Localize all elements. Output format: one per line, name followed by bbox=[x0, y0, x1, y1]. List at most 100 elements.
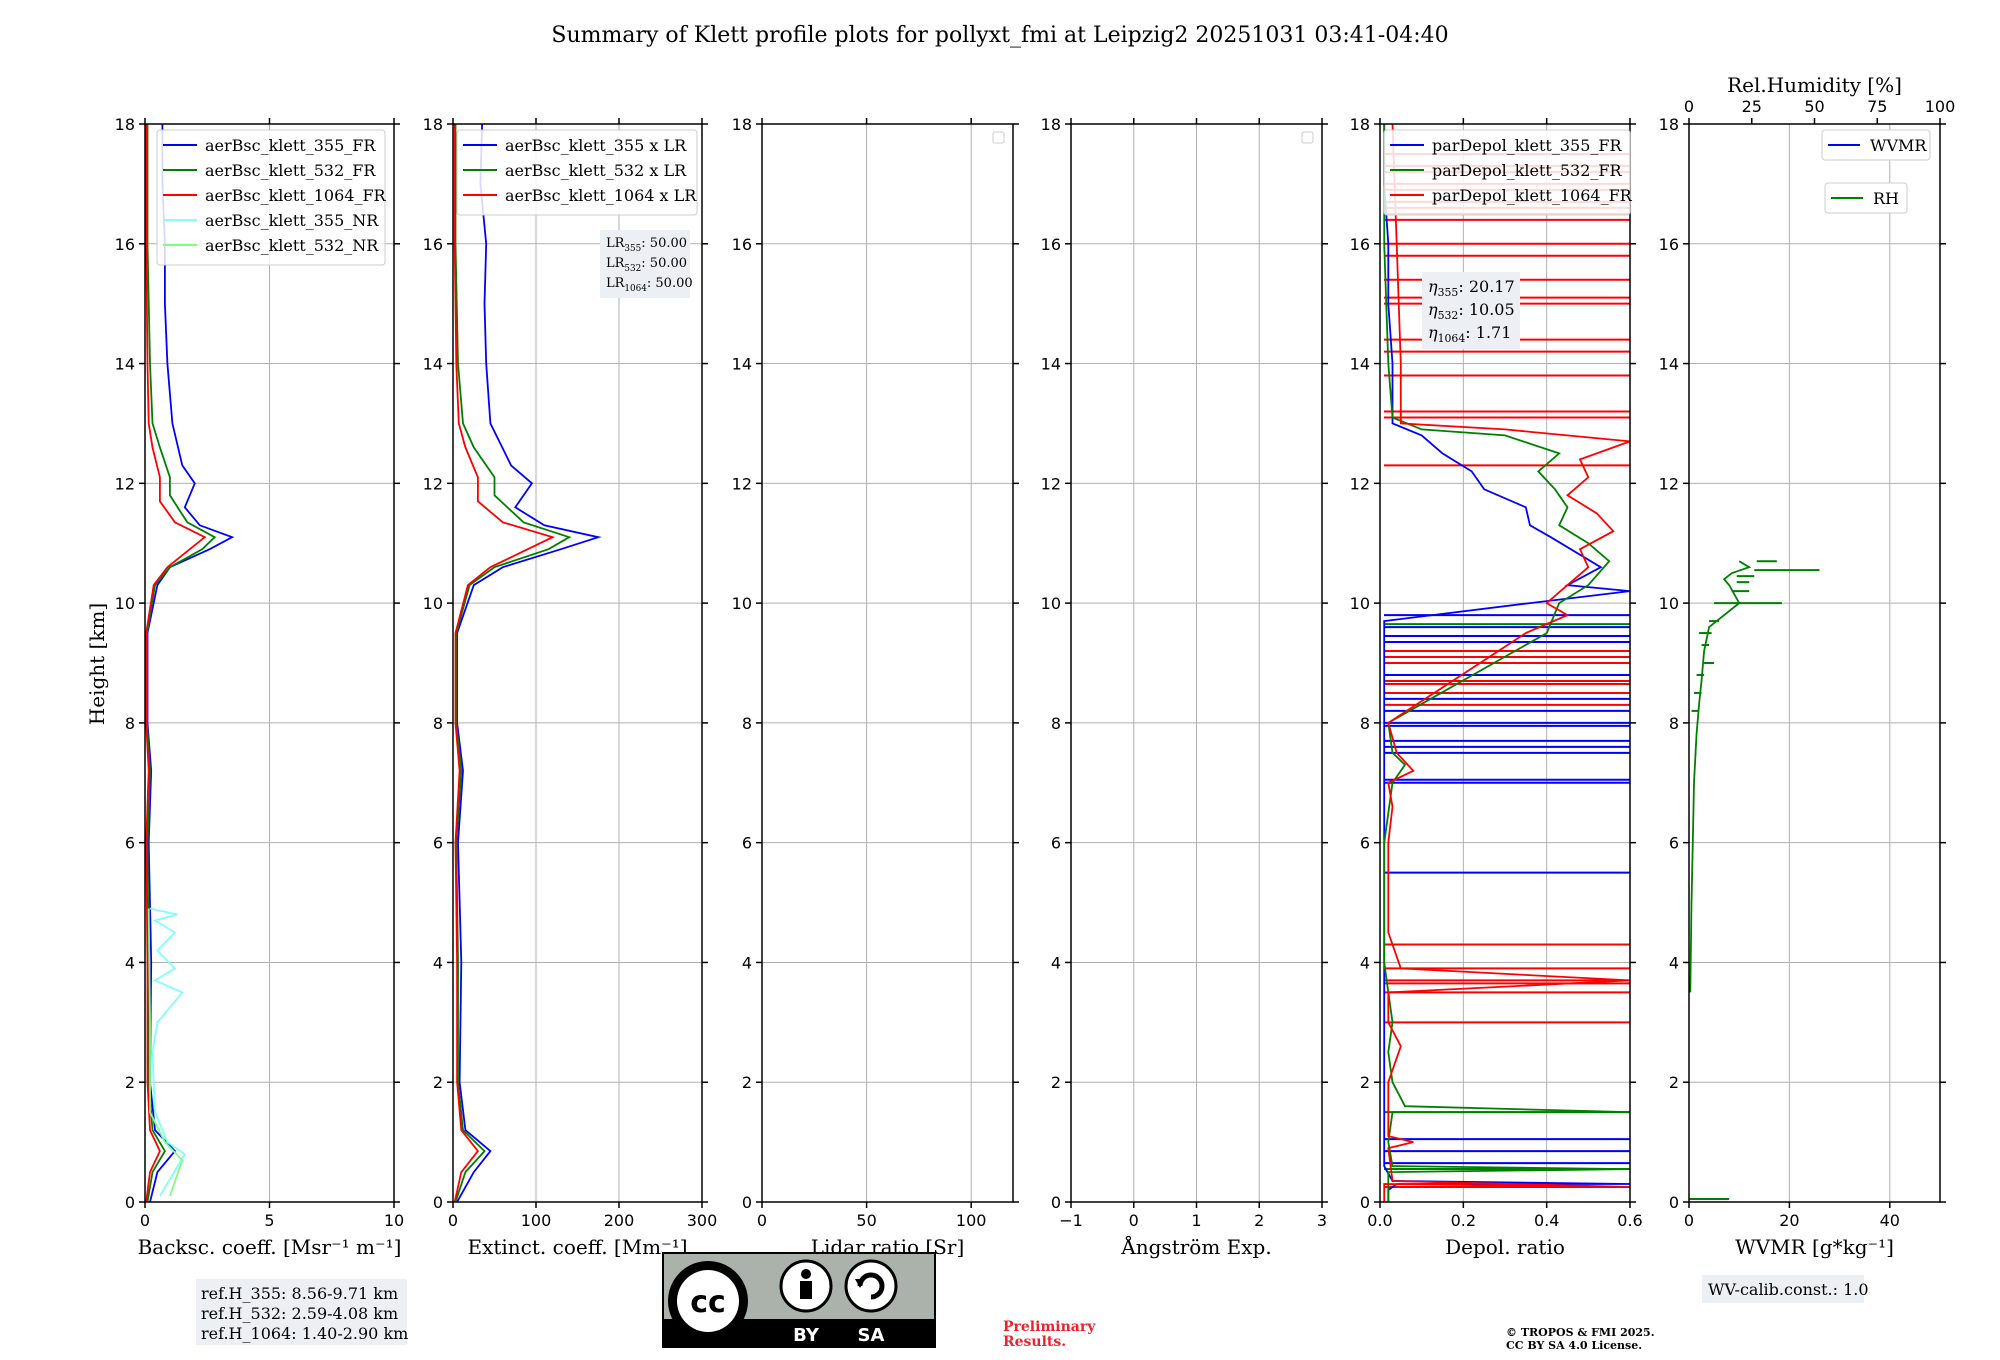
line-aerBsc_klett_355_NR bbox=[149, 907, 187, 1197]
series-group-extinction bbox=[453, 124, 602, 1202]
ytick-label: 16 bbox=[732, 235, 752, 254]
xtick-label: 300 bbox=[687, 1211, 718, 1230]
legend-label: aerBsc_klett_355 x LR bbox=[505, 136, 687, 155]
ytick-label: 18 bbox=[1659, 115, 1679, 134]
legend-box bbox=[156, 129, 386, 266]
ytick-label: 4 bbox=[742, 953, 752, 972]
legend-box bbox=[1824, 182, 1908, 214]
ytick-label: 10 bbox=[1659, 594, 1679, 613]
legend-label: aerBsc_klett_1064 x LR bbox=[505, 186, 697, 205]
ytick-label: 0 bbox=[125, 1193, 135, 1212]
ytick-label: 18 bbox=[1350, 115, 1370, 134]
ytick-label: 18 bbox=[115, 115, 135, 134]
series-group-wvmr bbox=[1689, 560, 1820, 1201]
x-axis-label: WVMR [g*kg⁻¹] bbox=[1735, 1235, 1894, 1259]
empty-legend-box bbox=[1301, 131, 1314, 144]
ytick-label: 8 bbox=[1051, 714, 1061, 733]
preliminary-text-line2: Results. bbox=[1003, 1334, 1066, 1350]
preliminary-text-line1: Preliminary bbox=[1003, 1319, 1096, 1335]
legend-label: aerBsc_klett_532_FR bbox=[205, 161, 376, 180]
ytick-label: 16 bbox=[1659, 235, 1679, 254]
xtick-label: −1 bbox=[1059, 1211, 1083, 1230]
note-box bbox=[196, 1279, 407, 1345]
ytick-label: 8 bbox=[1360, 714, 1370, 733]
line-parDepol_klett_355_FR bbox=[1383, 124, 1630, 1202]
ytick-label: 10 bbox=[732, 594, 752, 613]
line-aerBsc_klett_532 x LR bbox=[454, 124, 572, 1202]
series-group-backscatter bbox=[145, 124, 235, 1202]
legend-label: parDepol_klett_1064_FR bbox=[1432, 186, 1633, 205]
xtick-label: 5 bbox=[264, 1211, 274, 1230]
lr-notes: LR355: 50.00 LR532: 50.00 LR1064: 50.00 bbox=[600, 230, 693, 298]
xtick-label: 20 bbox=[1779, 1211, 1799, 1230]
ytick-label: 12 bbox=[1659, 474, 1679, 493]
line-parDepol_klett_1064_FR bbox=[1383, 124, 1630, 1202]
ytick-label: 16 bbox=[1041, 235, 1061, 254]
xtick-label: 100 bbox=[956, 1211, 987, 1230]
ytick-label: 4 bbox=[125, 953, 135, 972]
ytick-label: 10 bbox=[1041, 594, 1061, 613]
line-RH bbox=[1689, 560, 1752, 993]
ytick-label: 18 bbox=[732, 115, 752, 134]
line-aerBsc_klett_355 x LR bbox=[456, 124, 602, 1202]
xtick-label: 100 bbox=[521, 1211, 552, 1230]
line-aerBsc_klett_532_FR bbox=[146, 124, 217, 1202]
legend-label: aerBsc_klett_355_FR bbox=[205, 136, 376, 155]
ytick-label: 10 bbox=[423, 594, 443, 613]
note-line: η532: 10.05 bbox=[1428, 300, 1515, 322]
ytick-label: 4 bbox=[1051, 953, 1061, 972]
x-axis-label: Ångström Exp. bbox=[1120, 1234, 1271, 1259]
legend-label: aerBsc_klett_355_NR bbox=[205, 211, 379, 230]
ytick-label: 4 bbox=[1669, 953, 1679, 972]
ytick-label: 14 bbox=[423, 355, 443, 374]
ref-height-note: ref.H_532: 2.59-4.08 km bbox=[201, 1304, 398, 1323]
ytick-label: 2 bbox=[433, 1073, 443, 1092]
xtick-label: 0 bbox=[757, 1211, 767, 1230]
svg-text:cc: cc bbox=[690, 1285, 726, 1320]
ytick-label: 0 bbox=[1669, 1193, 1679, 1212]
legend-label: aerBsc_klett_532 x LR bbox=[505, 161, 687, 180]
xtick-label: 200 bbox=[604, 1211, 635, 1230]
note-line: η1064: 1.71 bbox=[1428, 323, 1511, 345]
license-by-label: BY bbox=[793, 1325, 820, 1346]
sa-icon bbox=[844, 1259, 898, 1313]
ytick-label: 16 bbox=[1350, 235, 1370, 254]
ytick-label: 12 bbox=[1350, 474, 1370, 493]
note-box bbox=[1422, 272, 1520, 349]
xtick-label: 3 bbox=[1317, 1211, 1327, 1230]
legend-depol: parDepol_klett_355_FR parDepol_klett_532_… bbox=[1383, 129, 1633, 216]
panel-depol: 0 2 4 6 8 10 12 14 16 18 0.0 0.2 0.4 0.6 Depol. ratio p… bbox=[1350, 115, 1643, 1259]
ytick-label: 16 bbox=[115, 235, 135, 254]
panel-backscatter: 0 2 4 6 8 10 12 14 16 18 0 5 10 Backsc. coeff. [Msr⁻¹… bbox=[115, 115, 408, 1345]
ytick-label: 12 bbox=[1041, 474, 1061, 493]
axes-frame bbox=[1688, 123, 1941, 1203]
legend-extinction: aerBsc_klett_355 x LR aerBsc_klett_532 x … bbox=[456, 129, 698, 216]
axes-frame bbox=[761, 123, 1014, 1203]
ytick-label: 14 bbox=[1041, 355, 1061, 374]
axes-frame bbox=[452, 123, 703, 1203]
line-aerBsc_klett_1064 x LR bbox=[453, 124, 556, 1202]
legend-backscatter: aerBsc_klett_355_FR aerBsc_klett_532_FRae… bbox=[156, 129, 387, 266]
wv-calib-label: WV-calib.const.: 1.0 bbox=[1708, 1280, 1869, 1299]
ytick-label: 8 bbox=[125, 714, 135, 733]
xtick-label: 0 bbox=[1684, 1211, 1694, 1230]
note-line: LR532: 50.00 bbox=[606, 256, 687, 274]
ytick-label: 6 bbox=[742, 834, 752, 853]
copyright-line1: © TROPOS & FMI 2025. bbox=[1506, 1326, 1655, 1339]
ytick-label: 10 bbox=[115, 594, 135, 613]
ytick-label: 14 bbox=[1350, 355, 1370, 374]
ytick-label: 12 bbox=[732, 474, 752, 493]
ytick-label: 0 bbox=[433, 1193, 443, 1212]
legend-box bbox=[456, 129, 698, 216]
legend-label: parDepol_klett_532_FR bbox=[1432, 161, 1623, 180]
wv-calib-note: WV-calib.const.: 1.0 bbox=[1702, 1275, 1869, 1303]
ytick-label: 6 bbox=[1669, 834, 1679, 853]
line-aerBsc_klett_1064_FR bbox=[145, 124, 207, 1202]
empty-legend-box bbox=[992, 131, 1005, 144]
xtick-label: 0 bbox=[1129, 1211, 1139, 1230]
ytick-label: 0 bbox=[742, 1193, 752, 1212]
